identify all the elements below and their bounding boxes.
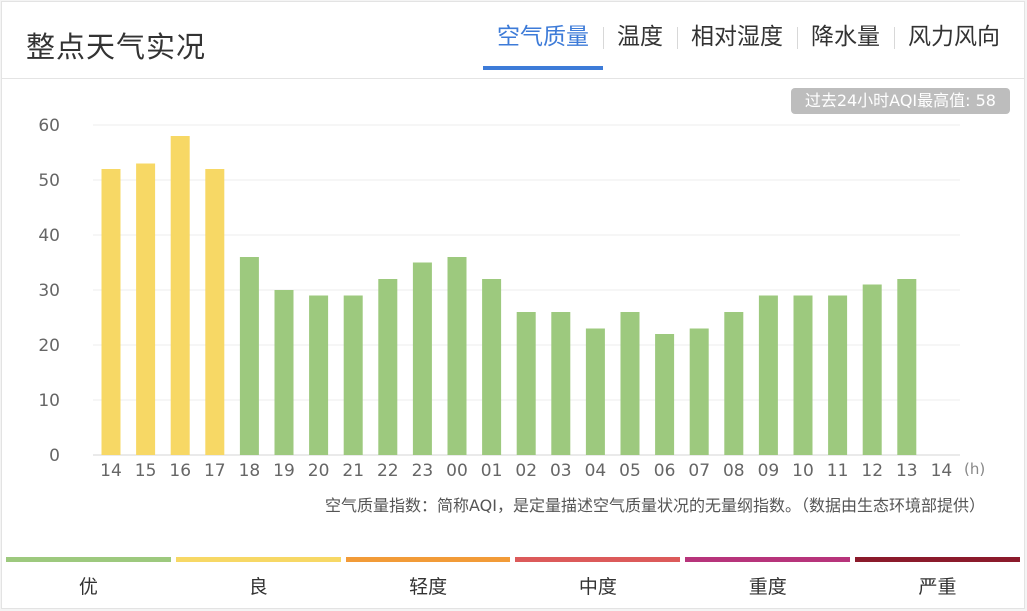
x-tick-label: 18: [239, 461, 261, 481]
legend-label: 严重: [918, 576, 957, 598]
x-tick-label: 03: [550, 461, 572, 481]
x-tick-label: 13: [896, 461, 918, 481]
aqi-bar[interactable]: [897, 279, 917, 455]
legend-item-excellent: 优: [6, 557, 171, 599]
aqi-bar[interactable]: [551, 312, 571, 455]
x-tick-label: 05: [619, 461, 641, 481]
tab-wind[interactable]: 风力风向: [894, 20, 1014, 68]
x-tick-label: 07: [688, 461, 710, 481]
tab-humidity[interactable]: 相对湿度: [677, 20, 797, 68]
x-tick-label: 19: [273, 461, 295, 481]
y-tick-label: 40: [38, 226, 60, 246]
x-tick-label: 22: [377, 461, 399, 481]
metric-tabs: 空气质量 温度 相对湿度 降水量 风力风向: [483, 20, 1014, 70]
legend-swatch: [685, 557, 851, 562]
legend-swatch: [515, 557, 681, 562]
x-tick-label: 14: [931, 461, 953, 481]
x-tick-label: 08: [723, 461, 745, 481]
aqi-bar[interactable]: [482, 279, 502, 455]
x-tick-label: 16: [169, 461, 191, 481]
tab-temperature[interactable]: 温度: [603, 20, 677, 68]
card-header: 整点天气实况 空气质量 温度 相对湿度 降水量 风力风向: [2, 2, 1024, 79]
x-tick-label: 21: [342, 461, 364, 481]
aqi-bar[interactable]: [343, 295, 363, 456]
x-tick-label: 02: [515, 461, 537, 481]
aqi-bar[interactable]: [136, 163, 156, 456]
tab-air-quality[interactable]: 空气质量: [483, 20, 603, 70]
x-tick-label: 00: [446, 461, 468, 481]
aqi-legend: 优 良 轻度 中度 重度 严重: [6, 557, 1020, 599]
y-tick-label: 10: [38, 391, 60, 411]
aqi-bar[interactable]: [620, 312, 640, 455]
legend-label: 轻度: [409, 576, 448, 598]
legend-swatch: [855, 557, 1020, 562]
y-tick-label: 20: [38, 336, 60, 356]
x-tick-label: 11: [827, 461, 849, 481]
aqi-bar[interactable]: [724, 312, 744, 455]
max-aqi-badge: 过去24小时AQI最高值: 58: [790, 88, 1010, 114]
aqi-bar[interactable]: [585, 328, 605, 456]
aqi-footnote: 空气质量指数：简称AQI，是定量描述空气质量状况的无量纲指数。（数据由生态环境部…: [325, 496, 985, 515]
y-tick-label: 0: [49, 446, 60, 466]
legend-label: 良: [248, 576, 268, 598]
legend-swatch: [6, 557, 171, 562]
aqi-bar[interactable]: [689, 328, 709, 456]
legend-label: 中度: [578, 576, 617, 598]
aqi-bar[interactable]: [239, 257, 259, 455]
aqi-bar[interactable]: [309, 295, 329, 456]
legend-item-good: 良: [175, 557, 341, 599]
aqi-bar[interactable]: [758, 295, 778, 456]
aqi-bar[interactable]: [205, 169, 225, 455]
x-tick-label: 01: [481, 461, 503, 481]
aqi-bar-chart: 0 10 20 30 40 50 60 14 15 16 17 18 19 20 21 22 23 00 01 02 0…: [38, 116, 985, 481]
y-tick-label: 50: [38, 171, 60, 191]
x-tick-label: 12: [861, 461, 883, 481]
tab-precipitation[interactable]: 降水量: [797, 20, 894, 68]
x-tick-label: 04: [585, 461, 607, 481]
x-tick-label: 09: [758, 461, 780, 481]
x-tick-label: 14: [100, 461, 122, 481]
aqi-bar[interactable]: [101, 169, 121, 455]
x-tick-label: 06: [654, 461, 676, 481]
legend-item-heavy: 重度: [685, 557, 851, 599]
x-unit-label: (h): [964, 460, 985, 478]
legend-label: 优: [78, 576, 98, 598]
aqi-bar[interactable]: [862, 284, 882, 456]
aqi-bar[interactable]: [828, 295, 848, 456]
aqi-bar[interactable]: [516, 312, 536, 455]
x-tick-label: 20: [308, 461, 330, 481]
aqi-bar[interactable]: [274, 290, 294, 455]
aqi-bar[interactable]: [170, 136, 190, 455]
legend-item-severe: 严重: [855, 557, 1020, 599]
legend-label: 重度: [748, 576, 787, 598]
aqi-bar[interactable]: [655, 334, 675, 455]
x-tick-label: 10: [792, 461, 814, 481]
x-tick-label: 17: [204, 461, 226, 481]
aqi-bar[interactable]: [447, 257, 467, 455]
x-tick-label: 15: [135, 461, 157, 481]
legend-swatch: [345, 557, 511, 562]
aqi-bar[interactable]: [378, 279, 398, 455]
aqi-bar[interactable]: [412, 262, 432, 456]
y-tick-label: 60: [38, 116, 60, 136]
legend-item-moderate: 中度: [515, 557, 681, 599]
legend-item-light: 轻度: [345, 557, 511, 599]
aqi-bar[interactable]: [793, 295, 813, 456]
x-tick-label: 23: [412, 461, 434, 481]
page-title: 整点天气实况: [26, 30, 207, 64]
y-tick-label: 30: [38, 281, 60, 301]
legend-swatch: [175, 557, 341, 562]
